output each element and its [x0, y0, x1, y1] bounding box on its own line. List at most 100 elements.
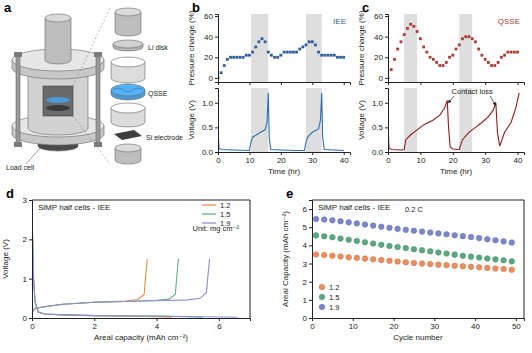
data-point: [330, 218, 336, 224]
tick-mark: [394, 318, 395, 321]
tick: [420, 82, 421, 85]
tick: 0.0: [202, 148, 218, 157]
data-point: [452, 232, 458, 238]
tick: 2: [303, 278, 312, 287]
data-point: [419, 261, 425, 267]
data-point: [490, 64, 493, 67]
tick-mark: [215, 103, 218, 104]
tick-mark: [281, 152, 282, 155]
data-point: [481, 54, 484, 57]
data-point: [476, 235, 482, 241]
data-point: [223, 64, 226, 67]
series-line: [388, 93, 519, 150]
legend-label: 1.2: [220, 201, 230, 210]
data-point: [338, 218, 344, 224]
axis-line: [389, 153, 525, 156]
data-point: [362, 239, 368, 245]
plot-area: [313, 216, 514, 272]
housing-lower: [111, 103, 145, 127]
tick: 6: [217, 318, 222, 331]
axis-line: [389, 83, 525, 86]
tick-label: 20: [390, 322, 399, 331]
data-point: [444, 251, 450, 257]
legend-label: 1.2: [329, 283, 339, 292]
data-point: [445, 61, 448, 64]
tick-label: 20: [374, 53, 383, 62]
tick: 20: [374, 53, 388, 62]
axis-line: [219, 83, 351, 86]
data-point: [493, 266, 499, 272]
housing-upper-edge: [111, 62, 112, 78]
data-point: [438, 64, 441, 67]
legend-label: 1.5: [220, 210, 230, 219]
legend-label: QSSE: [498, 17, 520, 26]
data-point: [403, 245, 409, 251]
data-point: [379, 257, 385, 263]
data-point: [411, 246, 417, 252]
data-point: [313, 252, 319, 258]
piston-edge: [45, 18, 46, 60]
tick-mark: [215, 127, 218, 128]
data-point: [436, 262, 442, 268]
nut: [14, 142, 22, 147]
y-axis: 0204060: [374, 12, 388, 83]
tick-label: 0.5: [372, 123, 384, 132]
data-point: [308, 40, 311, 43]
tick: 40: [471, 318, 480, 331]
tick-mark: [344, 152, 345, 155]
data-point: [460, 263, 466, 269]
tick: [281, 82, 282, 85]
data-point: [270, 54, 273, 57]
data-point: [416, 30, 419, 33]
bottom-piece-edge: [141, 148, 142, 160]
si-electrode-shape: [114, 130, 142, 140]
chart: 0204060cPressure change (%)QSSE: [357, 0, 525, 86]
data-point: [429, 56, 432, 59]
guide-line: [73, 8, 110, 86]
data-point: [464, 35, 467, 38]
diagram: aLi diskQSSESi electrodeLoad cell: [4, 0, 183, 171]
tick-mark: [385, 37, 388, 38]
data-point: [501, 257, 507, 263]
data-point: [444, 232, 450, 238]
data-point: [427, 261, 433, 267]
tick-mark: [385, 152, 388, 153]
x-axis-title: Cycle number: [393, 333, 443, 342]
data-point: [267, 51, 270, 54]
data-point: [458, 44, 461, 47]
data-point: [379, 224, 385, 230]
plot-area: [218, 14, 345, 82]
tick: 2: [23, 235, 32, 244]
tick: [485, 82, 486, 85]
frame-right: [524, 200, 525, 318]
axis-line: [385, 15, 389, 83]
data-point: [451, 54, 454, 57]
tick: 20: [204, 53, 218, 62]
tick-mark: [485, 152, 486, 155]
data-point: [510, 51, 513, 54]
data-point: [379, 242, 385, 248]
y-axis: 0.00.51.0: [202, 89, 219, 158]
data-point: [509, 267, 515, 273]
legend-swatch: [319, 284, 325, 290]
x-axis-title: Areal capacity (mAh cm⁻²): [94, 333, 188, 342]
data-point: [403, 259, 409, 265]
tick-mark: [309, 318, 312, 319]
data-point: [387, 258, 393, 264]
housing-lower-edge: [111, 108, 112, 122]
tick: 40: [340, 152, 349, 165]
tick-label: 40: [514, 156, 523, 165]
panel-label: a: [4, 0, 12, 15]
data-point: [339, 56, 342, 59]
data-point: [509, 240, 515, 246]
tick-label: 60: [204, 12, 213, 21]
tick-mark: [309, 282, 312, 283]
tick-label: 30: [481, 156, 490, 165]
tick: 1.0: [202, 99, 218, 108]
tick-mark: [385, 57, 388, 58]
bottom-piece-top: [115, 144, 141, 152]
tick: 3: [23, 196, 32, 205]
tick-mark: [385, 127, 388, 128]
data-point: [471, 37, 474, 40]
chart-title: SiMP half cells - IEE: [318, 203, 390, 212]
